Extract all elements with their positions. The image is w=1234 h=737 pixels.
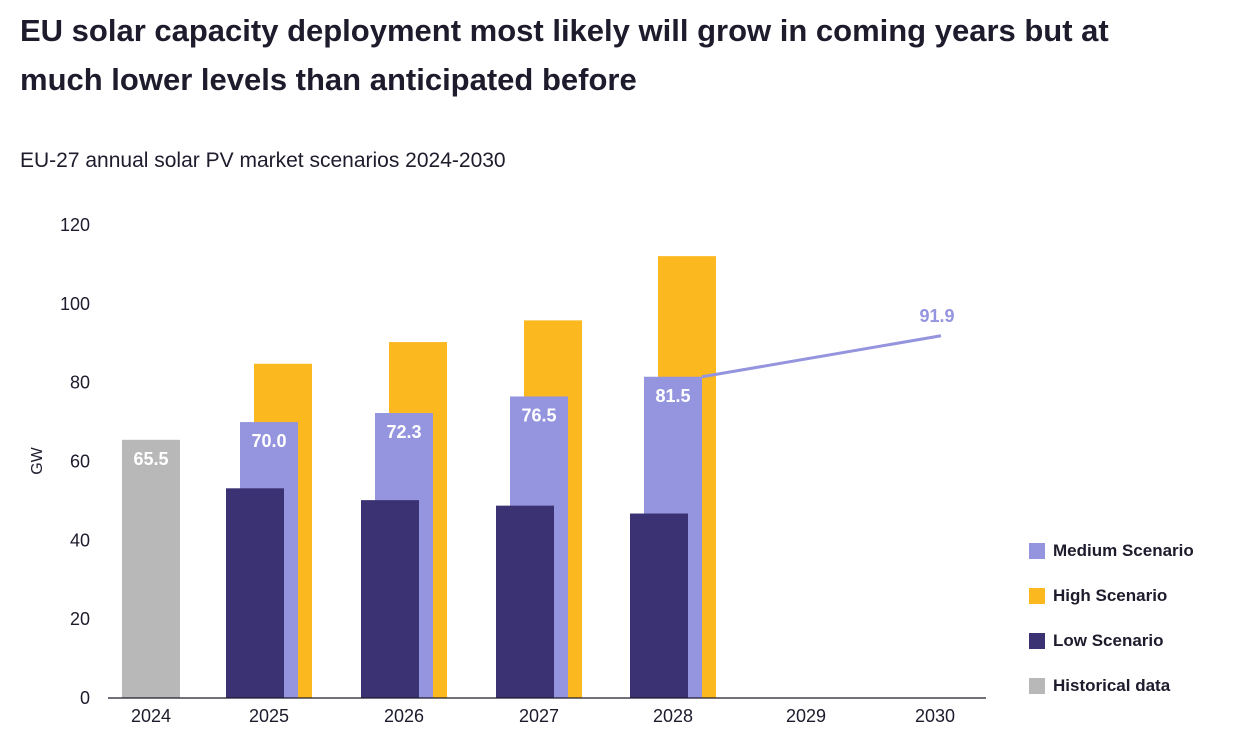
legend-item-high: High Scenario	[1029, 584, 1194, 608]
page-title: EU solar capacity deployment most likely…	[20, 13, 1109, 97]
x-tick-label-2027: 2027	[519, 706, 559, 726]
x-tick-label-2029: 2029	[786, 706, 826, 726]
legend-label-low: Low Scenario	[1053, 631, 1164, 650]
legend-swatch-historical	[1029, 678, 1045, 694]
data-label-medium-2026: 72.3	[386, 422, 421, 442]
y-tick-label-100: 100	[60, 294, 90, 314]
bar-low-scenario-2025	[226, 488, 284, 698]
x-tick-label-2025: 2025	[249, 706, 289, 726]
data-label-medium-2025: 70.0	[251, 431, 286, 451]
legend-swatch-medium	[1029, 543, 1045, 559]
bar-historical-data-2024	[122, 439, 180, 698]
legend-swatch-high	[1029, 588, 1045, 604]
y-tick-label-40: 40	[70, 530, 90, 550]
x-tick-label-2026: 2026	[384, 706, 424, 726]
y-tick-label-20: 20	[70, 609, 90, 629]
bar-low-scenario-2027	[496, 505, 554, 698]
data-label-medium-2030: 91.9	[919, 306, 954, 326]
bar-low-scenario-2028	[630, 513, 688, 698]
x-tick-label-2024: 2024	[131, 706, 171, 726]
legend-item-medium: Medium Scenario	[1029, 539, 1194, 563]
y-tick-label-120: 120	[60, 215, 90, 235]
legend-swatch-low	[1029, 633, 1045, 649]
y-tick-label-60: 60	[70, 452, 90, 472]
y-axis-label: GW	[29, 446, 46, 474]
y-tick-label-0: 0	[80, 688, 90, 708]
y-tick-label-80: 80	[70, 373, 90, 393]
chart-title: EU-27 annual solar PV market scenarios 2…	[20, 149, 506, 172]
legend-label-historical: Historical data	[1053, 676, 1171, 695]
bar-low-scenario-2026	[361, 500, 419, 698]
data-label-historical-2024: 65.5	[133, 449, 168, 469]
data-label-medium-2027: 76.5	[521, 405, 556, 425]
data-label-medium-2028: 81.5	[655, 386, 690, 406]
legend-item-historical: Historical data	[1029, 674, 1194, 698]
x-tick-label-2028: 2028	[653, 706, 693, 726]
legend-label-high: High Scenario	[1053, 586, 1168, 605]
legend-label-medium: Medium Scenario	[1053, 541, 1194, 560]
x-tick-label-2030: 2030	[915, 706, 955, 726]
trend-line-medium-scenario	[701, 334, 942, 379]
legend-item-low: Low Scenario	[1029, 629, 1194, 653]
chart-legend: Medium Scenario High Scenario Low Scenar…	[1029, 539, 1194, 719]
